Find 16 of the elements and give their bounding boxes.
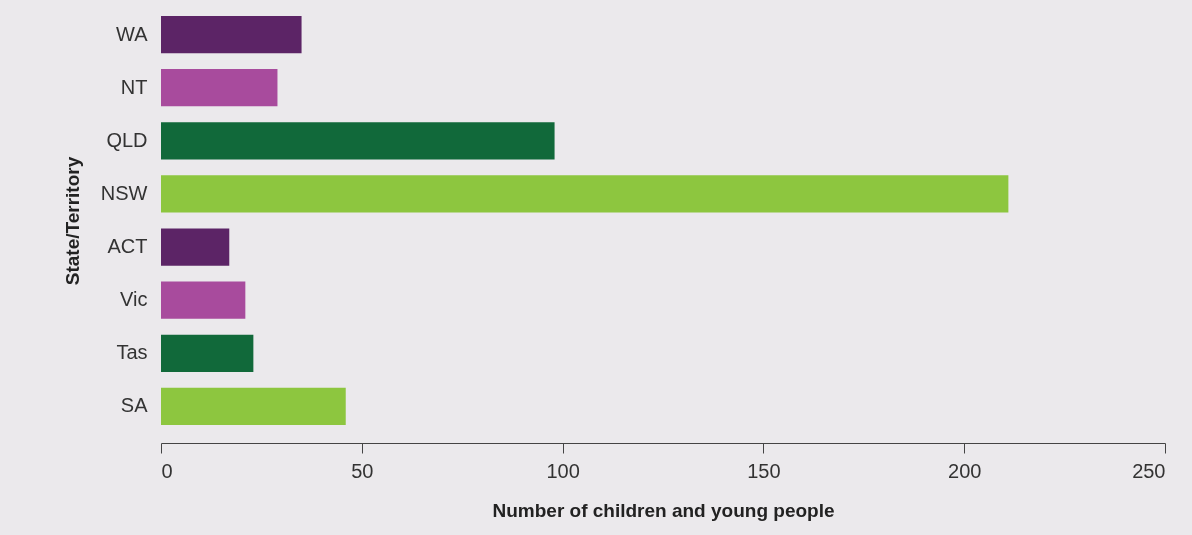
- x-axis-title: Number of children and young people: [492, 499, 835, 521]
- y-tick-label: NT: [120, 75, 148, 98]
- y-tick-label: ACT: [107, 235, 148, 258]
- x-tick-label: 100: [546, 459, 580, 482]
- y-tick-label: Vic: [120, 288, 148, 311]
- y-tick-label: SA: [120, 394, 149, 417]
- x-tick-label: 0: [161, 459, 173, 482]
- x-tick-label: 50: [351, 459, 374, 482]
- y-tick-label: QLD: [106, 128, 148, 151]
- y-tick-label: Tas: [116, 341, 148, 364]
- x-tick-label: 200: [948, 459, 982, 482]
- y-tick-label: WA: [116, 22, 149, 45]
- y-tick-label: NSW: [100, 181, 148, 204]
- x-tick-label: 150: [747, 459, 781, 482]
- y-axis-title: State/Territory: [61, 156, 83, 286]
- x-tick-label: 250: [1132, 459, 1166, 482]
